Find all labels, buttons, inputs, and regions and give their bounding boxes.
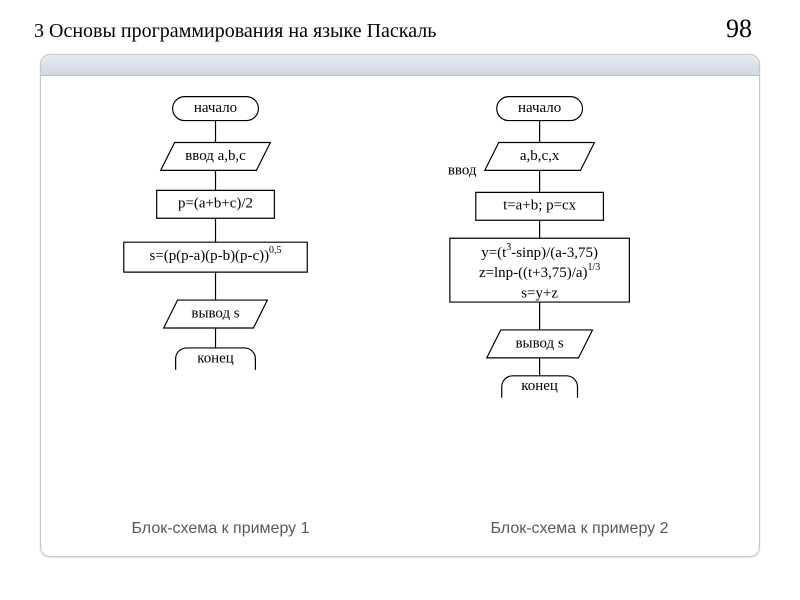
chapter-title: 3 Основы программирования на языке Паска… [34,20,436,43]
svg-text:начало: начало [194,100,237,116]
svg-text:вывод s: вывод s [515,335,563,351]
caption-right: Блок-схема к примеру 2 [400,520,759,538]
panel-body: начало ввод a,b,c p=(a+b+c)/2 s=(p(p-a)(p-b… [41,76,759,556]
svg-text:t=a+b; p=cx: t=a+b; p=cx [503,198,577,214]
caption-left: Блок-схема к примеру 1 [41,520,400,538]
svg-text:z=lnp-((t+3,75)/a)1/3: z=lnp-((t+3,75)/a)1/3 [479,262,600,281]
page-header: 3 Основы программирования на языке Паска… [0,0,800,54]
svg-text:s=y+z: s=y+z [521,285,558,301]
svg-text:s=(p(p-a)(p-b)(p-c))0,5: s=(p(p-a)(p-b)(p-c))0,5 [149,245,281,264]
captions: Блок-схема к примеру 1 Блок-схема к прим… [41,520,759,538]
svg-text:вывод s: вывод s [191,305,239,321]
content-panel: начало ввод a,b,c p=(a+b+c)/2 s=(p(p-a)(p-b… [40,54,760,557]
page-number: 98 [726,14,752,44]
svg-text:конец: конец [521,378,558,394]
svg-text:ввод: ввод [448,162,477,178]
svg-text:p=(a+b+c)/2: p=(a+b+c)/2 [178,196,253,212]
svg-text:a,b,c,x: a,b,c,x [520,148,560,164]
svg-text:начало: начало [518,100,561,116]
svg-text:ввод a,b,c: ввод a,b,c [185,148,246,164]
flowcharts-svg: начало ввод a,b,c p=(a+b+c)/2 s=(p(p-a)(p-b… [41,76,759,556]
panel-top-bar [41,55,759,76]
svg-text:конец: конец [197,350,234,366]
svg-text:y=(t3-sinp)/(a-3,75): y=(t3-sinp)/(a-3,75) [481,242,598,261]
panel-wrap: начало ввод a,b,c p=(a+b+c)/2 s=(p(p-a)(p-b… [40,54,760,557]
